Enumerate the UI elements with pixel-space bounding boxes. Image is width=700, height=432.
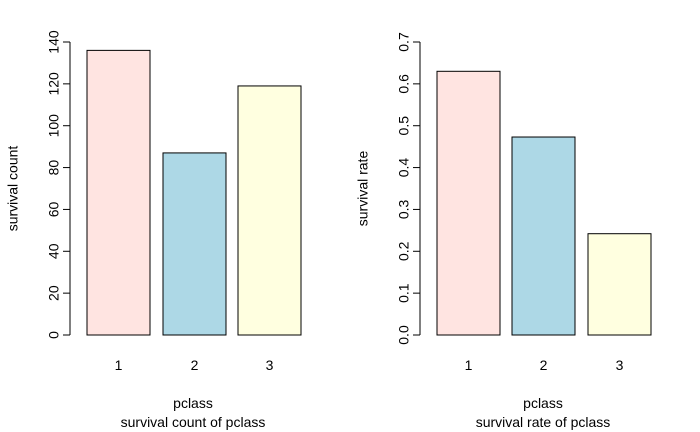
bar-1 — [86, 49, 151, 336]
x-axis-label: pclass — [173, 395, 213, 411]
bar-2 — [162, 152, 227, 336]
y-axis-label: survival count — [5, 146, 21, 232]
x-tick-label: 1 — [465, 357, 473, 373]
x-tick-label: 1 — [115, 357, 123, 373]
y-tick-label: 0.0 — [396, 325, 412, 345]
y-tick-label: 0.7 — [396, 32, 412, 52]
y-tick-label: 0.2 — [396, 241, 412, 261]
y-tick-label: 80 — [46, 160, 62, 176]
bar-1 — [436, 70, 501, 336]
y-tick-label: 0.1 — [396, 283, 412, 303]
y-tick-label: 60 — [46, 201, 62, 217]
bar-2 — [511, 136, 576, 336]
chart-caption: survival rate of pclass — [476, 414, 611, 430]
x-tick-label: 3 — [266, 357, 274, 373]
y-tick-label: 40 — [46, 243, 62, 259]
y-tick-label: 0.5 — [396, 116, 412, 136]
x-tick-label: 2 — [540, 357, 548, 373]
x-axis-label: pclass — [523, 395, 563, 411]
survival-count-chart: 0 20 40 60 80 100 120 140 1 2 3 survival count pclas… — [5, 30, 302, 430]
chart-caption: survival count of pclass — [121, 414, 266, 430]
survival-rate-chart: 0.0 0.1 0.2 0.3 0.4 0.5 0.6 0.7 1 2 3 survival rate… — [355, 32, 652, 430]
bar-3 — [237, 85, 302, 336]
y-tick-label: 140 — [46, 30, 62, 54]
y-tick-label: 0.4 — [396, 158, 412, 178]
y-tick-label: 0.3 — [396, 199, 412, 219]
y-tick-label: 0.6 — [396, 74, 412, 94]
x-tick-label: 3 — [616, 357, 624, 373]
y-axis-label: survival rate — [355, 151, 371, 227]
y-tick-label: 20 — [46, 285, 62, 301]
bar-3 — [587, 233, 652, 336]
y-tick-label: 120 — [46, 72, 62, 96]
y-tick-label: 0 — [46, 331, 62, 339]
x-tick-label: 2 — [191, 357, 199, 373]
y-tick-label: 100 — [46, 114, 62, 138]
